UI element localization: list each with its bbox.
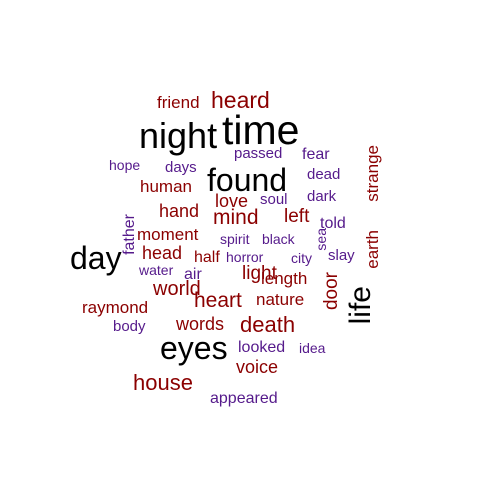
word-head: head <box>142 243 183 263</box>
word-time: time <box>222 107 300 153</box>
word-told: told <box>320 215 346 232</box>
word-spirit: spirit <box>220 231 250 247</box>
word-father: father <box>121 214 138 255</box>
word-life: life <box>344 286 377 325</box>
word-half: half <box>194 249 220 266</box>
word-soul: soul <box>260 191 288 208</box>
word-city: city <box>291 250 312 266</box>
word-dark: dark <box>307 188 337 205</box>
word-mind: mind <box>213 206 259 229</box>
word-days: days <box>165 159 197 176</box>
word-raymond: raymond <box>82 298 149 317</box>
word-friend: friend <box>157 93 200 112</box>
word-human: human <box>140 177 192 196</box>
word-dead: dead <box>307 166 341 183</box>
word-love: love <box>215 191 249 211</box>
word-voice: voice <box>236 357 279 377</box>
word-night: night <box>139 115 218 156</box>
word-hand: hand <box>159 201 200 221</box>
word-air: air <box>184 266 202 283</box>
word-heard: heard <box>211 87 270 113</box>
word-looked: looked <box>238 339 286 356</box>
word-earth: earth <box>363 230 382 269</box>
word-eyes: eyes <box>160 330 228 366</box>
word-body: body <box>113 318 146 335</box>
word-heart: heart <box>194 289 242 312</box>
word-door: door <box>321 272 342 311</box>
word-words: words <box>176 314 225 334</box>
word-idea: idea <box>299 340 326 356</box>
word-nature: nature <box>256 290 305 309</box>
word-house: house <box>133 370 193 395</box>
word-moment: moment <box>137 225 199 244</box>
word-light: light <box>242 263 277 284</box>
word-passed: passed <box>234 145 283 162</box>
word-strange: strange <box>363 145 382 202</box>
word-water: water <box>139 262 174 278</box>
word-hope: hope <box>109 157 141 173</box>
word-sea: sea <box>313 228 329 251</box>
word-death: death <box>240 312 296 337</box>
word-horror: horror <box>226 249 264 265</box>
word-day: day <box>70 240 122 276</box>
word-left: left <box>284 206 310 227</box>
word-appeared: appeared <box>210 390 278 407</box>
word-found: found <box>207 162 288 198</box>
word-black: black <box>262 231 295 247</box>
word-length: length <box>261 269 308 288</box>
word-fear: fear <box>302 146 330 163</box>
word-world: world <box>153 278 201 300</box>
word-slay: slay <box>328 247 355 264</box>
